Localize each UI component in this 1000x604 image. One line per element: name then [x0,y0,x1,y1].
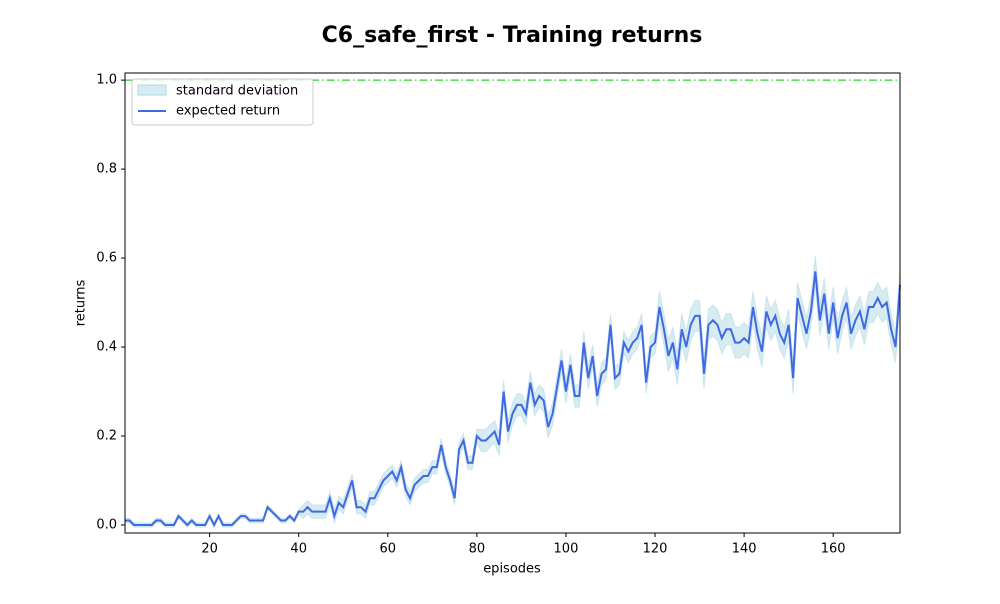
y-tick-label: 0.6 [96,251,117,266]
legend-label: standard deviation [176,84,298,99]
x-tick-label: 120 [643,542,668,557]
plot-frame [124,72,901,534]
x-tick-label: 100 [554,542,579,557]
legend-box [131,78,314,126]
legend-label: expected return [176,104,280,119]
x-tick-label: 80 [469,542,486,557]
y-axis-label: returns [74,280,89,327]
x-tick-label: 20 [201,542,218,557]
y-tick-label: 0.4 [96,340,117,355]
x-axis-label: episodes [483,562,541,577]
x-tick-label: 140 [732,542,757,557]
y-tick-label: 1.0 [96,73,117,88]
std-band [124,255,901,529]
x-tick-label: 40 [290,542,307,557]
x-tick-label: 160 [821,542,846,557]
line [125,271,901,528]
legend-swatch [137,84,167,96]
y-tick-label: 0.2 [96,429,117,444]
y-tick-label: 0.0 [96,517,117,532]
y-tick-label: 0.8 [96,162,117,177]
chart-title: C6_safe_first - Training returns [322,23,703,48]
x-tick-label: 60 [380,542,397,557]
